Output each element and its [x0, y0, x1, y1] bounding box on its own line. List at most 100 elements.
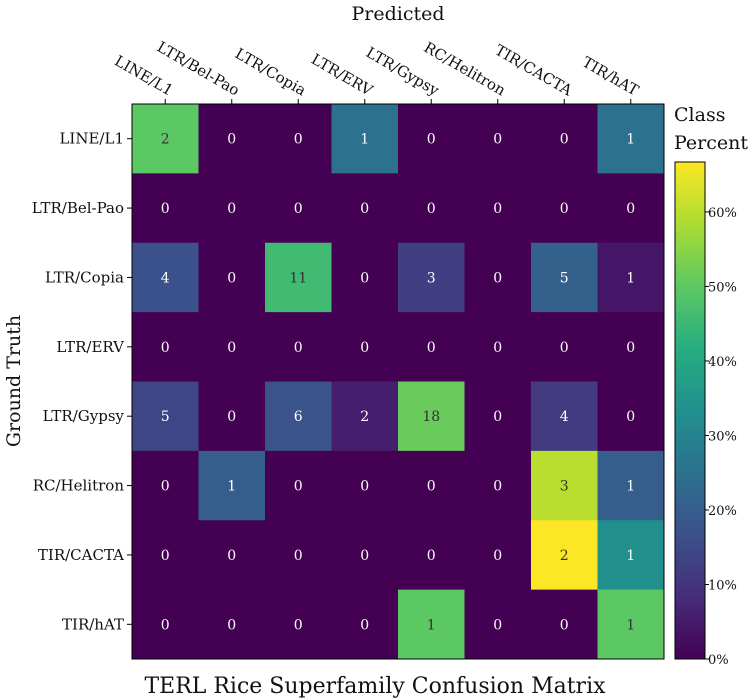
heatmap-cell [132, 104, 199, 174]
cell-value-label: 0 [493, 340, 502, 356]
heatmap-cell [331, 312, 399, 382]
xaxis-title: Predicted [351, 3, 444, 25]
cell-value-label: 1 [626, 548, 635, 564]
cell-value-label: 0 [493, 548, 502, 564]
heatmap-cell [198, 589, 266, 660]
cell-value-label: 0 [626, 409, 635, 425]
cell-value-label: 0 [493, 479, 502, 495]
heatmap-cell [531, 312, 598, 382]
cell-value-label: 0 [294, 340, 303, 356]
heatmap-cell [597, 520, 665, 591]
cell-value-label: 0 [294, 132, 303, 148]
heatmap-cell [398, 450, 465, 521]
heatmap-cell [464, 589, 532, 660]
cell-value-label: 0 [227, 340, 236, 356]
cell-value-label: 0 [427, 479, 436, 495]
heatmap-cell [464, 173, 532, 244]
cell-value-label: 0 [493, 201, 502, 217]
cell-value-label: 1 [626, 479, 635, 495]
plot-frame [131, 103, 665, 660]
cell-value-label: 0 [161, 201, 170, 217]
heatmap-cell [464, 520, 532, 591]
heatmap-cell [132, 381, 199, 452]
y-tick-labels: LINE/L1 LTR/Bel-Pao LTR/Copia LTR/ERV LTR/Gy… [32, 130, 132, 633]
chart-title: TERL Rice Superfamily Confusion Matrix [144, 674, 606, 699]
cell-value-label: 0 [493, 409, 502, 425]
cell-value-label: 0 [360, 479, 369, 495]
cell-value-label: 1 [626, 617, 635, 633]
heatmap-cell [265, 381, 332, 452]
colorbar-tick-label: 0% [708, 653, 729, 668]
heatmap-cell [132, 589, 199, 660]
heatmap-cell [398, 589, 465, 660]
cell-value-label: 5 [161, 409, 170, 425]
heatmap-cell [597, 381, 665, 452]
cell-value-label: 0 [294, 548, 303, 564]
cell-value-label: 0 [560, 132, 569, 148]
heatmap-cell [398, 173, 465, 244]
cell-value-label: 0 [560, 340, 569, 356]
colorbar-tick-label: 30% [708, 429, 737, 444]
cell-value-label: 1 [360, 132, 369, 148]
cell-value-label: 0 [227, 270, 236, 286]
heatmap-cell [331, 173, 399, 244]
cell-value-label: 0 [360, 270, 369, 286]
cell-value-label: 2 [360, 409, 369, 425]
x-tick-label: LTR/Copia [232, 44, 309, 99]
y-tick-label: TIR/CACTA [38, 546, 124, 564]
heatmap-cell [198, 520, 266, 591]
heatmap-cell [531, 381, 598, 452]
cell-value-label: 3 [427, 270, 436, 286]
y-tick-label: LTR/ERV [56, 338, 125, 356]
cell-value-label: 0 [227, 548, 236, 564]
heatmap-cell [597, 450, 665, 521]
heatmap-cell [331, 381, 399, 452]
heatmap-cell [398, 520, 465, 591]
cell-value-label: 1 [626, 270, 635, 286]
yaxis-title: Ground Truth [3, 315, 25, 447]
cell-value-label: 0 [427, 340, 436, 356]
heatmap-cell [398, 242, 465, 313]
y-tick-label: LTR/Bel-Pao [32, 199, 124, 217]
cell-value-label: 0 [626, 201, 635, 217]
colorbar-ticks: 0% 10% 20% 30% 40% 50% 60% [705, 206, 737, 668]
y-tick-label: LTR/Copia [45, 268, 124, 286]
cell-value-label: 0 [360, 201, 369, 217]
cell-value-label: 0 [493, 270, 502, 286]
cell-value-label: 0 [294, 617, 303, 633]
heatmap-cell [398, 381, 465, 452]
heatmap-cell [597, 589, 665, 660]
cell-value-label: 0 [493, 617, 502, 633]
cell-value-label: 0 [493, 132, 502, 148]
heatmap-cell [331, 104, 399, 174]
cell-value-label: 0 [294, 201, 303, 217]
colorbar-tick-label: 10% [708, 578, 737, 593]
y-tick-label: LINE/L1 [59, 130, 124, 148]
heatmap-cell [464, 242, 532, 313]
heatmap-cell [198, 104, 266, 174]
heatmap-cell [398, 104, 465, 174]
heatmap-cell [464, 312, 532, 382]
heatmap-cell [198, 312, 266, 382]
heatmap-cell [597, 173, 665, 244]
cell-value-label: 0 [560, 201, 569, 217]
heatmap-cell [597, 104, 665, 174]
heatmap-cell [265, 520, 332, 591]
heatmap-cell [265, 589, 332, 660]
heatmap-cell [198, 242, 266, 313]
cell-value-label: 0 [227, 132, 236, 148]
colorbar [674, 161, 706, 660]
heatmap-cell [132, 312, 199, 382]
heatmap-cell [398, 312, 465, 382]
cell-value-label: 2 [560, 548, 569, 564]
heatmap-cell [265, 450, 332, 521]
heatmap-cell [531, 450, 598, 521]
cell-value-label: 6 [294, 409, 303, 425]
heatmap-cell [132, 242, 199, 313]
heatmap-cell [132, 520, 199, 591]
colorbar-tick-label: 60% [708, 206, 737, 221]
heatmap-cell [198, 381, 266, 452]
heatmap-cell [331, 520, 399, 591]
heatmap-cell [265, 104, 332, 174]
